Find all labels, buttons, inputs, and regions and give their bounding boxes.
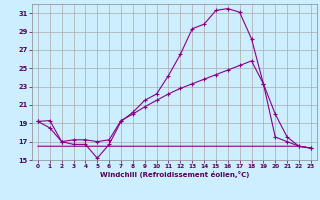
X-axis label: Windchill (Refroidissement éolien,°C): Windchill (Refroidissement éolien,°C) xyxy=(100,171,249,178)
